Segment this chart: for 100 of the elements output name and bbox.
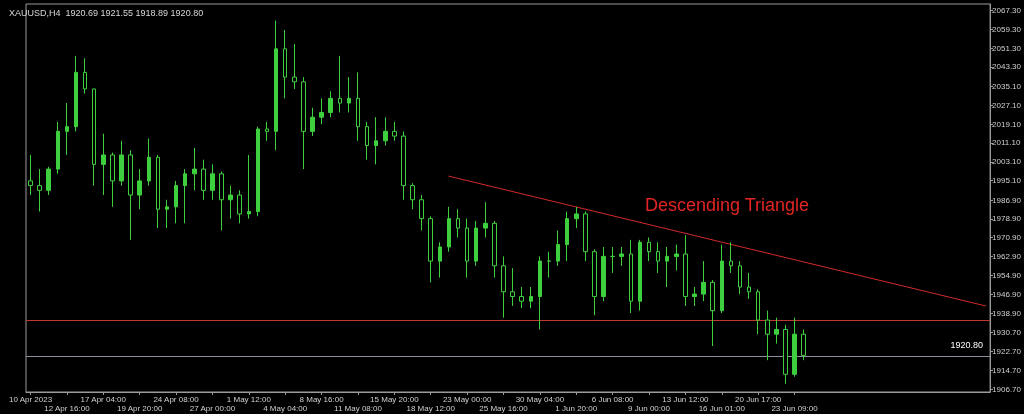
candlestick [201,159,206,201]
candlestick [465,218,469,279]
candlestick [247,154,251,220]
candlestick [92,88,96,187]
y-tick-label: 1986.90 [992,195,1022,205]
candlestick [56,121,60,175]
candlestick [283,29,287,99]
candlestick [701,260,706,302]
x-tick-label: 12 Apr 16:00 [44,404,91,413]
y-tick-label: 2051.30 [992,43,1022,53]
y-tick-label: 2059.30 [992,24,1022,34]
candlestick [237,189,242,224]
candlestick [483,201,488,239]
x-tick-label: 1 May 12:00 [226,395,272,404]
candlestick [428,215,433,283]
candlestick [74,55,78,132]
candlestick [156,154,160,229]
candlestick [438,241,442,279]
candlestick [192,147,197,191]
candlestick [720,244,724,314]
y-tick-label: 1922.70 [992,346,1022,356]
candlestick [538,255,542,330]
x-tick-label: 16 Jun 01:00 [698,404,746,413]
x-tick-label: 15 May 20:00 [370,395,420,404]
candlestick [119,140,124,187]
candlestick [101,133,106,196]
candlestick [656,241,660,274]
y-tick-label: 1930.70 [992,328,1022,338]
candlestick [665,246,669,288]
y-tick-label: 1914.70 [992,365,1022,375]
candlestick [210,163,215,201]
candlestick [774,317,779,345]
candlestick [410,182,415,210]
candlestick [610,246,615,274]
candlestick [219,170,224,231]
candlestick [174,180,178,224]
candlestick [519,286,524,309]
candlestick [747,272,751,300]
y-tick-label: 2043.30 [992,62,1022,72]
candlestick [265,121,269,142]
candlestick [165,199,169,229]
candlestick [501,255,506,319]
x-tick-label: 30 May 04:00 [515,395,565,404]
candlestick [365,121,369,161]
candlestick [301,76,306,170]
candlestick [756,288,760,335]
x-tick-label: 4 May 04:00 [263,404,308,413]
y-tick-label: 1946.90 [992,289,1022,299]
candlestick [583,211,588,262]
x-tick-label: 25 May 16:00 [479,404,529,413]
candlestick [456,208,460,239]
y-tick-label: 1970.90 [992,233,1022,243]
x-tick-label: 13 Jun 12:00 [662,395,710,404]
candlestick [729,241,733,274]
y-tick-label: 1954.90 [992,270,1022,280]
candlestick [574,206,579,229]
candlestick [392,121,397,142]
candlestick [547,251,551,279]
y-tick-label: 1906.70 [992,384,1022,394]
candlestick [801,329,806,361]
candlestick [592,248,597,316]
y-tick-label: 2003.10 [992,157,1022,167]
candlestick [401,130,406,201]
candlestick [710,279,715,347]
y-tick-label: 2067.30 [992,5,1022,15]
candlestick [529,286,533,309]
candlestick [65,102,69,156]
x-tick-label: 1 Jun 20:00 [555,404,598,413]
candlestick [692,286,697,307]
candlestick [474,220,478,267]
candlestick [46,166,51,196]
y-tick-label: 2019.10 [992,119,1022,129]
candlestick [374,116,378,165]
candlestick [629,239,633,314]
candlestick [274,20,278,151]
candlestick [147,137,151,187]
y-tick-label: 2035.10 [992,81,1022,91]
x-tick-label: 23 Jun 09:00 [771,404,819,413]
candlestick [419,194,424,231]
x-tick-label: 24 Apr 08:00 [153,395,200,404]
candlestick [783,324,788,385]
candlestick [556,229,560,267]
x-tick-label: 9 Jun 00:00 [628,404,671,413]
candlestick [128,149,133,241]
candlestick [83,57,87,95]
candlestick [565,211,569,262]
candlestick [383,116,388,147]
candlestick [492,220,497,279]
y-tick-label: 1995.10 [992,176,1022,186]
candlestick [738,260,742,295]
chart-title: XAUUSD,H4 1920.69 1921.55 1918.89 1920.80 [9,7,204,18]
candlestick [674,244,679,272]
candlestick [447,206,451,253]
x-tick-label: 20 Jun 17:00 [735,395,782,404]
candlestick [110,152,115,208]
candlestick [28,154,33,196]
candlestick [183,168,187,224]
candlestick [328,90,333,118]
candlestick [347,76,351,113]
x-tick-label: 8 May 16:00 [299,395,345,404]
